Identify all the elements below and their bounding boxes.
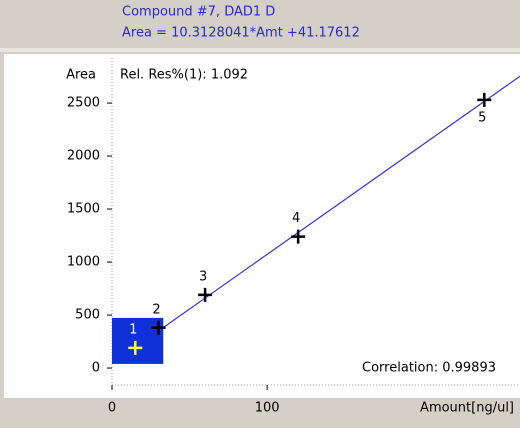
y-tick-label: 1000 — [67, 255, 100, 270]
point-label: 2 — [152, 302, 160, 317]
point — [151, 320, 166, 335]
x-tick-label: 100 — [255, 401, 280, 416]
annotation: Correlation: 0.99893 — [362, 361, 496, 376]
point-label: 5 — [478, 110, 486, 125]
divider — [0, 48, 520, 52]
point-label: 1 — [129, 322, 137, 337]
chart-title: Compound #7, DAD1 D — [122, 5, 275, 20]
y-tick-label: 0 — [92, 361, 100, 376]
y-tick-label: 500 — [75, 308, 100, 323]
panel — [4, 54, 520, 398]
x-axis-label: Amount[ng/ul] — [420, 401, 514, 416]
chart-subtitle: Area = 10.3128041*Amt +41.17612 — [122, 26, 360, 41]
point-label: 3 — [199, 269, 207, 284]
annotation: Rel. Res%(1): 1.092 — [120, 68, 248, 83]
y-tick-label: 1500 — [67, 202, 100, 217]
y-tick-label: 2000 — [67, 149, 100, 164]
point — [291, 229, 306, 244]
point-label: 4 — [292, 211, 300, 226]
point — [198, 287, 213, 302]
selection-box — [112, 317, 164, 364]
y-tick-label: 2500 — [67, 96, 100, 111]
point — [477, 92, 492, 107]
point — [128, 340, 143, 355]
y-axis-label: Area — [66, 68, 96, 83]
fit-line — [111, 75, 520, 365]
x-tick-label: 0 — [108, 401, 116, 416]
